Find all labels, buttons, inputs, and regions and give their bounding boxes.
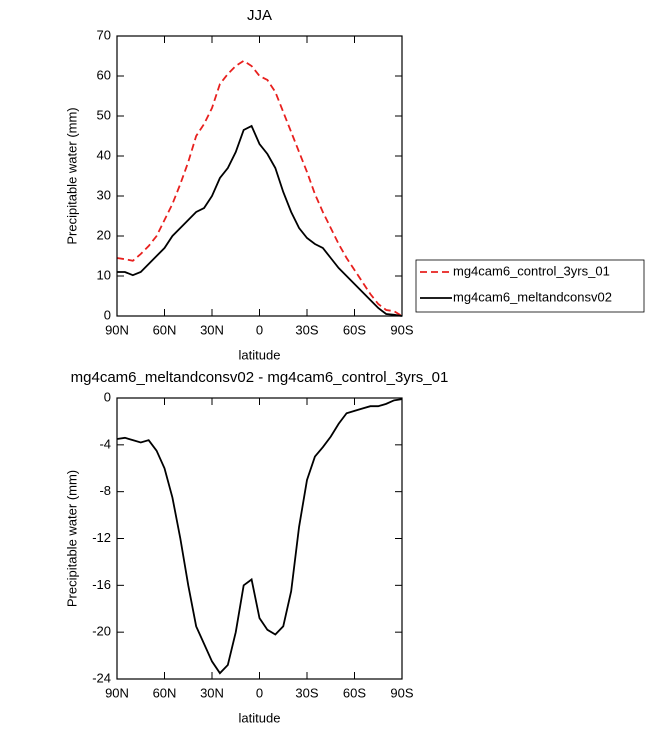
x-tick-label: 30S (295, 685, 318, 700)
y-tick-label: -20 (92, 624, 111, 639)
y-tick-label: 30 (97, 187, 111, 202)
data-line (116, 59, 403, 317)
x-tick-label: 60S (343, 685, 366, 700)
y-axis-label: Precipitable water (mm) (64, 470, 79, 607)
x-tick-label: 90S (390, 322, 413, 337)
y-tick-label: 10 (97, 267, 111, 282)
y-tick-label: 70 (97, 27, 111, 42)
x-tick-label: 90N (105, 322, 129, 337)
y-axis-label: Precipitable water (mm) (64, 107, 79, 244)
x-axis-label: latitude (239, 710, 281, 725)
y-tick-label: 20 (97, 227, 111, 242)
x-tick-label: 60S (343, 322, 366, 337)
legend-label: mg4cam6_control_3yrs_01 (453, 263, 610, 278)
plot-frame (116, 397, 403, 680)
y-tick-label: 50 (97, 107, 111, 122)
y-tick-label: 0 (104, 389, 111, 404)
chart-title: JJA (247, 7, 272, 24)
y-tick-label: -8 (99, 483, 111, 498)
legend-label: mg4cam6_meltandconsv02 (453, 289, 612, 304)
x-tick-label: 60N (153, 322, 177, 337)
x-axis-label: latitude (239, 347, 281, 362)
y-tick-label: -24 (92, 670, 111, 685)
x-tick-label: 90S (390, 685, 413, 700)
x-tick-label: 30N (200, 322, 224, 337)
x-tick-label: 0 (256, 685, 263, 700)
y-tick-label: -4 (99, 436, 111, 451)
y-tick-label: -12 (92, 530, 111, 545)
x-tick-label: 30S (295, 322, 318, 337)
legend-box (415, 259, 645, 313)
y-tick-label: 0 (104, 307, 111, 322)
x-tick-label: 60N (153, 685, 177, 700)
x-tick-label: 90N (105, 685, 129, 700)
x-tick-label: 30N (200, 685, 224, 700)
y-tick-label: 60 (97, 67, 111, 82)
data-line (116, 398, 403, 675)
y-tick-label: -16 (92, 577, 111, 592)
chart-title: mg4cam6_meltandconsv02 - mg4cam6_control… (71, 369, 449, 386)
x-tick-label: 0 (256, 322, 263, 337)
plot-frame (116, 35, 403, 317)
data-line (117, 124, 403, 317)
y-tick-label: 40 (97, 147, 111, 162)
